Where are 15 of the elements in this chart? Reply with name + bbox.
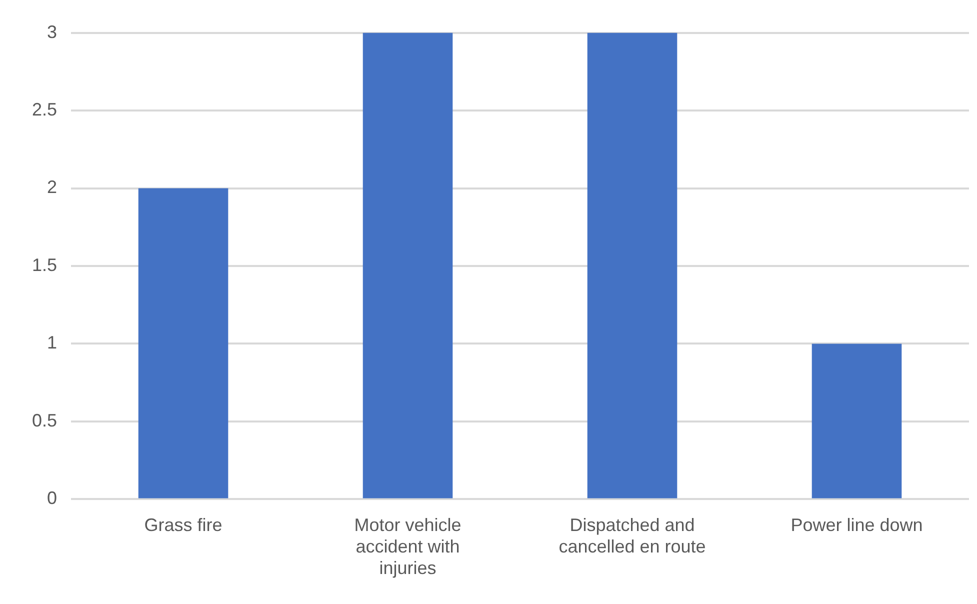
x-tick-label: Grass fire bbox=[144, 514, 222, 535]
y-tick-label: 0 bbox=[47, 488, 58, 508]
bar bbox=[138, 188, 228, 498]
y-tick-label: 0.5 bbox=[32, 410, 58, 430]
x-tick-label: Dispatched and cancelled en route bbox=[558, 514, 706, 557]
bar bbox=[812, 344, 902, 498]
y-tick-label: 2.5 bbox=[32, 100, 58, 120]
bar bbox=[362, 32, 453, 498]
x-tick-label: Power line down bbox=[790, 514, 923, 535]
x-tick-label: Motor vehicle accident with injuries bbox=[354, 514, 462, 578]
y-tick-label: 3 bbox=[47, 22, 58, 42]
y-tick-label: 1.5 bbox=[32, 254, 58, 275]
y-tick-label: 2 bbox=[47, 177, 58, 198]
y-tick-label: 1 bbox=[47, 332, 58, 353]
bar bbox=[587, 32, 678, 498]
